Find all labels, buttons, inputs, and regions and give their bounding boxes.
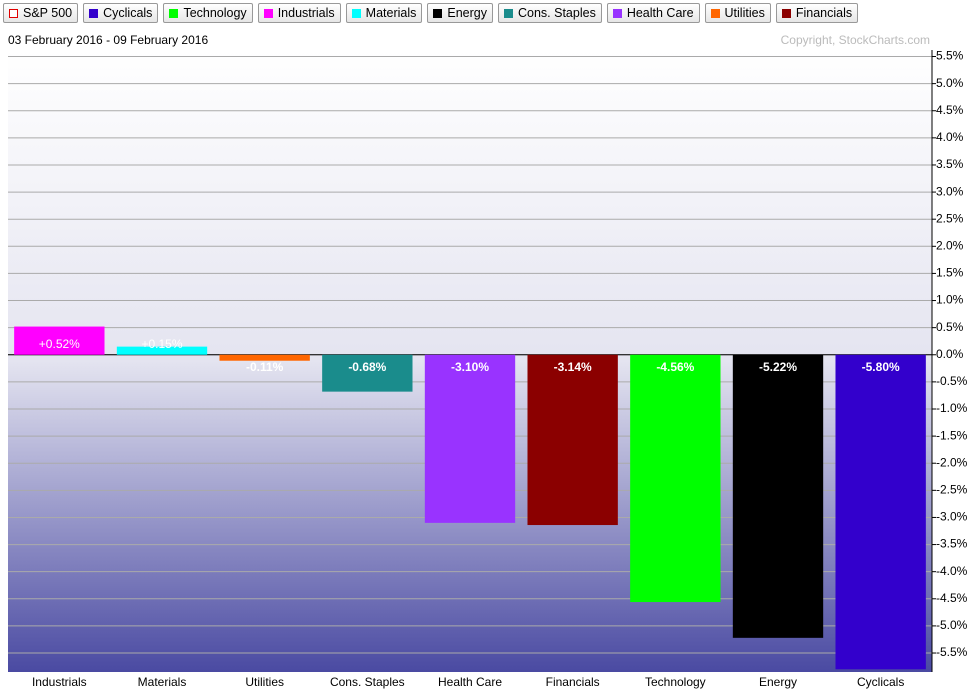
value-label: -4.56%	[656, 360, 694, 374]
x-tick-label: Financials	[546, 675, 600, 689]
legend-swatch	[9, 8, 18, 18]
bar	[322, 354, 413, 392]
y-tick-label: 2.5%	[936, 211, 964, 225]
legend-button[interactable]: Technology	[163, 3, 253, 23]
copyright: Copyright, StockCharts.com	[780, 33, 930, 47]
legend-button[interactable]: Industrials	[257, 3, 341, 23]
x-tick-label: Materials	[138, 675, 187, 689]
value-label: -0.11%	[246, 360, 284, 374]
legend-button[interactable]: S&P 500	[3, 3, 79, 23]
y-tick-label: -5.0%	[936, 618, 968, 632]
value-label: -0.68%	[348, 360, 386, 374]
date-range: 03 February 2016 - 09 February 2016	[8, 33, 209, 47]
x-tick-label: Cyclicals	[857, 675, 904, 689]
y-tick-label: 5.0%	[936, 76, 964, 90]
x-tick-label: Health Care	[438, 675, 502, 689]
y-tick-label: 1.5%	[936, 266, 964, 280]
legend-swatch	[781, 8, 791, 18]
y-tick-label: -2.0%	[936, 455, 968, 469]
x-tick-label: Technology	[645, 675, 706, 689]
y-tick-label: 0.5%	[936, 320, 964, 334]
y-tick-label: 4.0%	[936, 130, 964, 144]
legend-swatch	[89, 8, 99, 18]
y-tick-label: -2.5%	[936, 483, 968, 497]
legend-button[interactable]: Health Care	[606, 3, 700, 23]
legend-label: Utilities	[724, 6, 765, 20]
legend-label: Health Care	[626, 6, 694, 20]
bar	[219, 354, 310, 361]
y-tick-label: -1.0%	[936, 401, 968, 415]
value-label: +0.15%	[141, 337, 182, 351]
legend-label: Technology	[183, 6, 247, 20]
legend-label: Cyclicals	[103, 6, 153, 20]
legend-label: Financials	[795, 6, 853, 20]
bar	[630, 354, 721, 603]
y-tick-label: -0.5%	[936, 374, 968, 388]
value-label: -5.80%	[862, 360, 900, 374]
bar	[14, 326, 105, 355]
y-tick-label: 4.5%	[936, 103, 964, 117]
y-tick-label: -3.0%	[936, 510, 968, 524]
value-label: -3.14%	[554, 360, 592, 374]
x-tick-label: Utilities	[245, 675, 284, 689]
legend-label: Materials	[365, 6, 417, 20]
legend-button[interactable]: Cyclicals	[83, 3, 159, 23]
legend-button[interactable]: Cons. Staples	[498, 3, 602, 23]
legend-swatch	[169, 8, 179, 18]
value-label: -3.10%	[451, 360, 489, 374]
legend-button[interactable]: Energy	[427, 3, 493, 23]
legend-swatch	[263, 8, 273, 18]
bar	[835, 354, 926, 670]
legend-swatch	[612, 8, 622, 18]
legend-swatch	[710, 8, 720, 18]
bar	[732, 354, 824, 638]
x-tick-label: Industrials	[32, 675, 87, 689]
y-tick-label: -1.5%	[936, 428, 968, 442]
legend-label: S&P 500	[23, 6, 73, 20]
x-tick-label: Energy	[759, 675, 797, 689]
legend: S&P 500 Cyclicals Technology Industrials Mat…	[3, 3, 859, 23]
y-tick-label: -4.0%	[936, 564, 968, 578]
legend-label: Industrials	[277, 6, 335, 20]
y-tick-label: -3.5%	[936, 537, 968, 551]
legend-button[interactable]: Financials	[775, 3, 859, 23]
y-tick-label: 3.5%	[936, 157, 964, 171]
y-tick-label: 0.0%	[936, 347, 964, 361]
y-tick-label: 3.0%	[936, 184, 964, 198]
legend-swatch	[433, 8, 443, 18]
value-label: -5.22%	[759, 360, 797, 374]
bar	[116, 346, 208, 355]
y-tick-label: -4.5%	[936, 591, 968, 605]
legend-swatch	[351, 8, 361, 18]
legend-button[interactable]: Materials	[345, 3, 423, 23]
x-tick-label: Cons. Staples	[330, 675, 405, 689]
y-tick-label: 1.0%	[936, 293, 964, 307]
bar	[527, 354, 618, 526]
legend-label: Energy	[447, 6, 487, 20]
bar	[424, 354, 516, 523]
value-label: +0.52%	[39, 337, 80, 351]
y-tick-label: 5.5%	[936, 49, 964, 63]
legend-swatch	[504, 8, 513, 18]
y-tick-label: -5.5%	[936, 645, 968, 659]
legend-label: Cons. Staples	[518, 6, 596, 20]
legend-button[interactable]: Utilities	[704, 3, 771, 23]
y-tick-label: 2.0%	[936, 238, 964, 252]
